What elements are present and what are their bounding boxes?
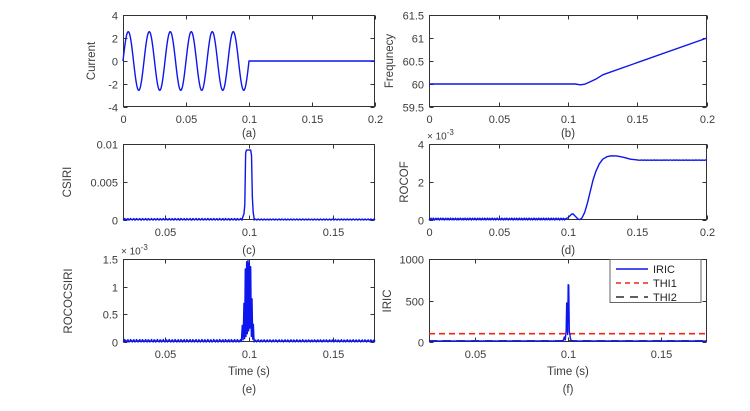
y-axis-label-csiri: CSIRI [62,166,74,198]
panel-label-b: (b) [560,128,576,140]
x-tick-label: 0.1 [561,114,576,126]
y-tick-label: 2 [418,177,424,189]
x-tick-label: 0 [120,114,126,126]
y-tick-label: 0 [112,56,118,68]
y-tick-label: 0 [418,215,424,227]
x-tick-label: 0.2 [368,114,383,126]
series-frequency [429,37,708,86]
y-axis-label-iric: IRIC [382,289,394,312]
subplot-a: Current (a) 0 0.05 0.1 0.15 0.2 -4 -2 0 2 4 [86,10,383,140]
x-tick-label: 0.15 [627,227,648,239]
y-tick-label: 0 [418,337,424,349]
y-axis-multiplier: × 10-3 [121,242,148,257]
x-tick-label: 0.1 [561,227,576,239]
legend: IRIC THI1 THI2 [609,259,702,304]
x-tick-label: 0.1 [242,227,257,239]
y-tick-label: 0 [112,215,118,227]
plot-canvas-d: 0 0.05 0.1 0.15 0.2 0 2 4 [418,139,715,239]
x-tick-label: 0.05 [489,227,510,239]
y-tick-label: 60.5 [403,56,424,68]
subplot-e: ROCOCSIRI Time (s) (e) 0.05 0.1 0.15 0 0.5 1 1… [63,243,376,396]
y-axis-label-rococsiri: ROCOCSIRI [63,267,75,334]
plot-canvas-a: 0 0.05 0.1 0.15 0.2 -4 -2 0 2 4 [108,10,383,125]
series-IRIC [428,284,708,343]
y-tick-label: -2 [108,79,118,91]
x-tick-label: 0.1 [242,349,257,361]
x-tick-label: 0.05 [155,349,176,361]
y-axis-label-frequency: Frequnecy [384,33,396,89]
x-tick-label: 0.05 [489,114,510,126]
x-tick-label: 0 [426,227,432,239]
plot-canvas-c: 0.05 0.1 0.15 0 0.005 0.01 [90,139,376,239]
x-tick-label: 0.15 [302,114,323,126]
subplot-c: CSIRI (c) 0.05 0.1 0.15 0 0.005 0.01 [62,139,376,257]
subplot-d: ROCOF (d) 0 0.05 0.1 0.15 0.2 0 2 4 × 10-3 [399,128,715,257]
y-tick-label: 0.005 [90,177,118,189]
x-tick-label: 0.1 [242,114,257,126]
plot-canvas-e: 0.05 0.1 0.15 0 0.5 1 1.5 [103,254,376,361]
y-tick-label: 4 [418,139,424,151]
panel-label-a: (a) [241,128,257,140]
x-tick-label: 0.1 [561,349,576,361]
plot-canvas-b: 0 0.05 0.1 0.15 0.2 59.5 60 60.5 61 61.5 [403,10,716,125]
x-tick-label: 0.15 [323,227,344,239]
series-rocof [428,155,708,221]
legend-label: THI1 [653,278,677,290]
subplot-f: IRIC Time (s) (f) 0.05 0.1 0.15 0 500 1000 IRI… [382,254,708,396]
x-tick-label: 0.15 [627,114,648,126]
series-current [122,30,375,92]
x-tick-label: 0.2 [700,114,715,126]
x-tick-label: 0.15 [323,349,344,361]
legend-label: THI2 [653,292,677,304]
y-tick-label: -4 [108,102,118,114]
subplot-b: Frequnecy (b) 0 0.05 0.1 0.15 0.2 59.5 60 60.5 6… [384,10,716,140]
y-axis-label-current: Current [86,41,98,81]
y-tick-label: 60 [412,79,424,91]
y-tick-label: 1000 [400,254,424,266]
y-tick-label: 500 [406,296,424,308]
panel-label-e: (e) [241,384,257,396]
x-tick-label: 0 [426,114,432,126]
y-tick-label: 61.5 [403,10,424,22]
y-tick-label: 0 [112,337,118,349]
y-tick-label: 1.5 [103,254,118,266]
plot-canvas-f: 0.05 0.1 0.15 0 500 1000 IRIC THI1 THI2 [400,254,708,361]
legend-label: IRIC [653,264,675,276]
x-tick-label: 0.05 [176,114,197,126]
panel-label-d: (d) [560,245,576,257]
panel-label-f: (f) [562,384,574,396]
y-tick-label: 59.5 [403,102,424,114]
y-tick-label: 1 [112,282,118,294]
panel-label-c: (c) [242,245,256,257]
series-csiri [122,149,376,221]
y-tick-label: 0.01 [97,139,118,151]
x-axis-label-time-e: Time (s) [228,366,270,378]
series-rococsiri [122,259,376,343]
y-tick-label: 0.5 [103,309,118,321]
x-axis-label-time-f: Time (s) [547,366,589,378]
y-tick-label: 2 [112,33,118,45]
y-tick-label: 61 [412,33,424,45]
y-axis-multiplier: × 10-3 [427,127,454,142]
x-tick-label: 0.2 [700,227,715,239]
y-tick-label: 4 [112,10,118,22]
x-tick-label: 0.15 [651,349,672,361]
x-tick-label: 0.05 [155,227,176,239]
y-axis-label-rocof: ROCOF [399,161,411,203]
x-tick-label: 0.05 [465,349,486,361]
